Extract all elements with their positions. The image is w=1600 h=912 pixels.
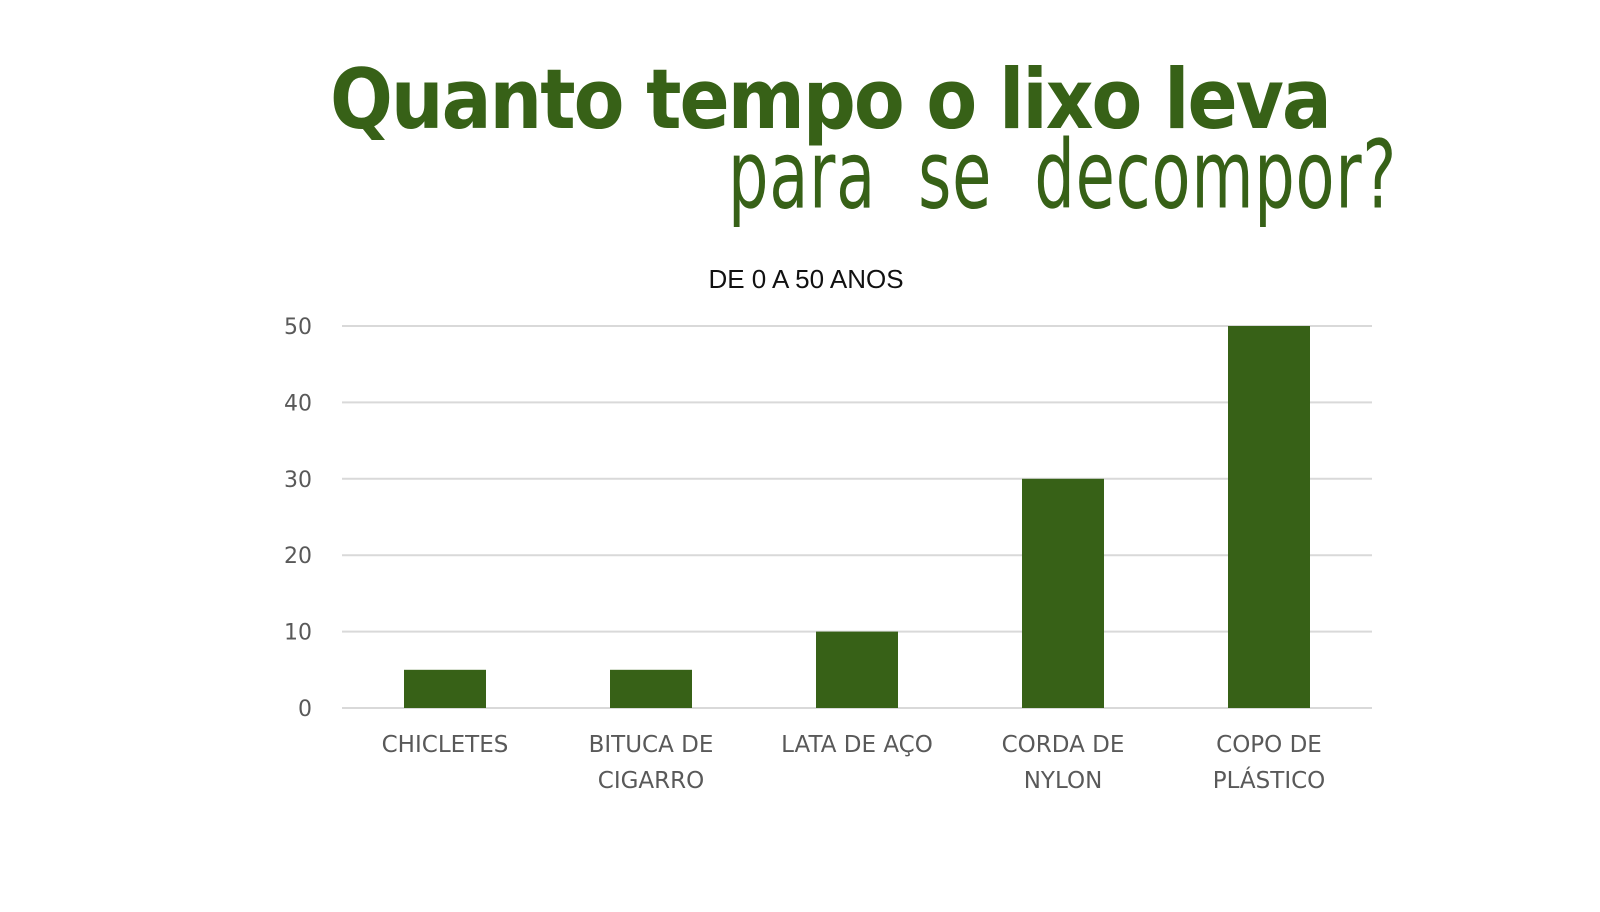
bar [816, 631, 898, 708]
x-tick-label: LATA DE AÇO [781, 732, 933, 758]
x-tick-label: NYLON [1024, 768, 1103, 794]
y-axis-ticks: 0 10 20 30 40 50 [284, 315, 312, 722]
y-tick-label: 10 [284, 621, 312, 646]
x-axis-ticks: CHICLETES BITUCA DE CIGARRO LATA DE AÇO CORD… [382, 732, 1326, 794]
chart-title: DE 0 A 50 ANOS [708, 264, 904, 294]
bar [1228, 326, 1310, 708]
x-tick-label: PLÁSTICO [1213, 766, 1326, 794]
y-tick-label: 40 [284, 391, 312, 416]
x-tick-label: CORDA DE [1002, 732, 1125, 758]
bar [404, 669, 486, 708]
y-tick-label: 30 [284, 468, 312, 493]
x-tick-label: BITUCA DE [589, 732, 714, 758]
x-tick-label: CHICLETES [382, 732, 509, 758]
x-tick-label: CIGARRO [598, 768, 704, 794]
bar [1022, 478, 1104, 708]
bar [610, 669, 692, 708]
page-title: Quanto tempo o lixo leva [330, 52, 1332, 149]
x-tick-label: COPO DE [1216, 732, 1322, 758]
y-tick-label: 0 [298, 697, 312, 722]
page-subtitle: para se decompor? [728, 120, 1398, 230]
y-tick-label: 50 [284, 315, 312, 340]
y-tick-label: 20 [284, 544, 312, 569]
bars [404, 326, 1310, 708]
